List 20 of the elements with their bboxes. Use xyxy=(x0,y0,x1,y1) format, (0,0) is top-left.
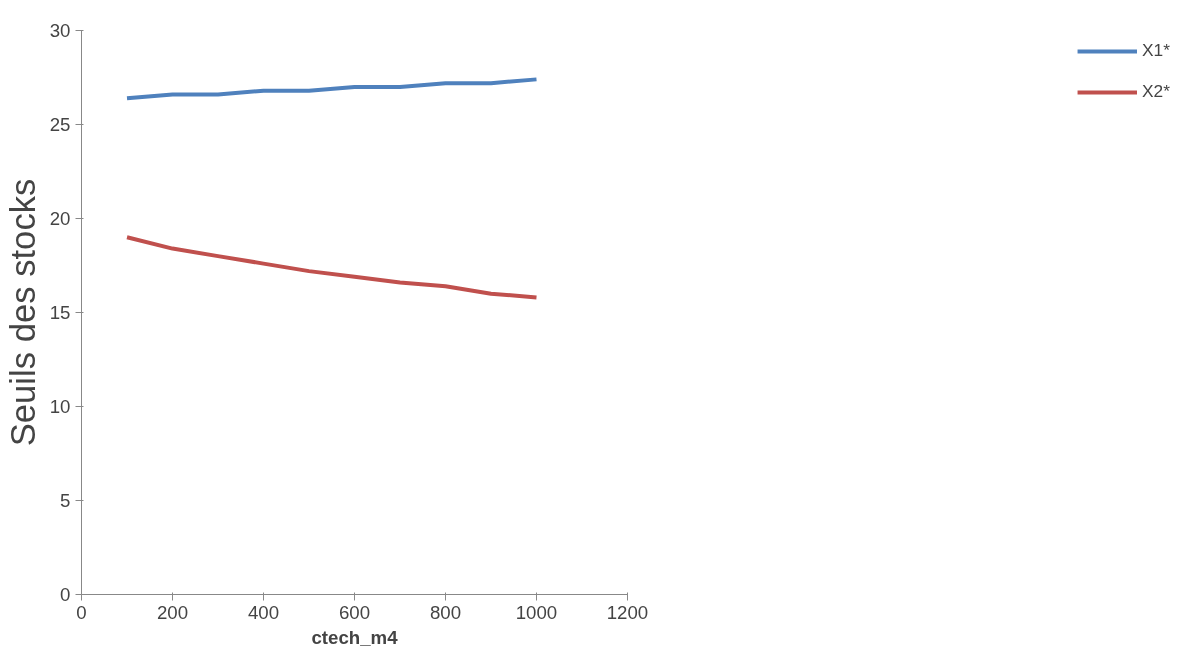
line-series xyxy=(125,235,539,300)
legend-label: X2* xyxy=(1142,81,1170,102)
x-tick-label: 600 xyxy=(338,601,371,623)
x-tick-label: 1200 xyxy=(606,601,649,623)
legend-label: X1* xyxy=(1142,40,1170,61)
y-tick-label: 20 xyxy=(49,208,71,229)
x-tick-label: 1000 xyxy=(515,601,558,623)
x-tick-label: 0 xyxy=(76,601,87,623)
x-tick-label: 200 xyxy=(156,601,189,623)
x-tick-label: 400 xyxy=(247,601,280,623)
line-series xyxy=(125,77,539,101)
y-tick-label: 25 xyxy=(49,114,71,135)
x-axis-title: ctech_m4 xyxy=(311,626,399,648)
y-tick-label: 30 xyxy=(49,20,71,41)
y-tick-label: 15 xyxy=(49,302,71,323)
y-tick-label: 10 xyxy=(49,396,71,417)
y-tick-label: 5 xyxy=(60,490,71,511)
y-tick-label: 0 xyxy=(60,584,71,605)
x-tick-label: 800 xyxy=(429,601,462,623)
y-axis-title: Seuils des stocks xyxy=(3,178,42,447)
